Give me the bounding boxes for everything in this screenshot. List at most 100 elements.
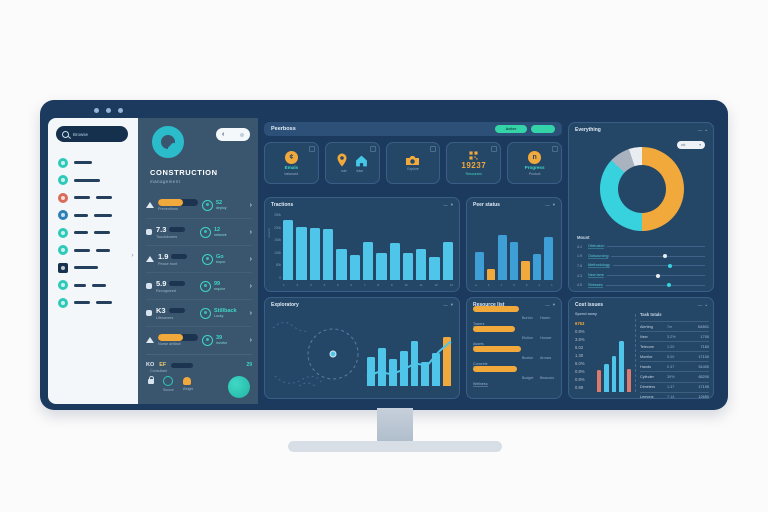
bar <box>377 348 386 386</box>
bar <box>486 268 496 280</box>
table-header: Task totals <box>640 312 662 317</box>
chevron-right-icon[interactable]: › <box>249 201 252 209</box>
resource-row[interactable]: Towers Burton Haven <box>467 306 561 328</box>
panel-title: Exploratory <box>271 302 299 308</box>
exploratory-chart-panel: Exploratory — ▾ · · · · · · · · <box>264 297 460 399</box>
minimize-icon[interactable]: — <box>697 127 703 133</box>
collapse-toggle[interactable]: ‹ <box>216 128 250 141</box>
legend-row: 7.6 Methodology <box>577 261 705 271</box>
dock-source[interactable]: Source <box>163 376 174 392</box>
sidebar-item-1[interactable] <box>58 154 130 172</box>
secondary-action-button[interactable] <box>531 125 555 133</box>
bar <box>544 236 554 280</box>
kpi-card-explore[interactable]: Explore <box>385 142 441 184</box>
bar <box>611 356 617 392</box>
slider-dot[interactable] <box>662 254 667 259</box>
kpi-row: ¢ Emals balanced sub futur Explore <box>264 142 562 184</box>
minimize-icon[interactable]: — <box>443 202 448 208</box>
chevron-right-icon[interactable]: › <box>249 228 252 236</box>
lock-icon <box>146 310 152 316</box>
dropdown-icon[interactable]: ▾ <box>552 202 555 207</box>
qr-icon <box>469 150 478 160</box>
usage-bar <box>473 326 515 332</box>
lock-icon[interactable] <box>148 376 154 384</box>
sidebar-item-6[interactable] <box>58 242 130 260</box>
badge-ko: KO <box>146 362 155 368</box>
table-row: Alerting 7m N4501 <box>640 321 709 331</box>
dropdown-icon[interactable]: ▾ <box>450 202 453 207</box>
numbers-column-header: Spend away <box>575 312 597 316</box>
bar <box>626 368 632 392</box>
kpi-card-funds[interactable]: ¢ Emals balanced <box>264 142 319 184</box>
sidebar-item-5[interactable] <box>58 224 130 242</box>
sidebar-collapse-handle[interactable]: › <box>126 246 139 266</box>
sidebar-item-2[interactable] <box>58 172 130 190</box>
bell-icon <box>146 256 154 262</box>
table-row: Monitor 5.00 17100 <box>640 351 709 361</box>
bar <box>416 248 427 280</box>
cloud-icon <box>202 199 213 211</box>
stat-row[interactable]: K3 Lifesavers Stillback Lucky › <box>146 300 252 327</box>
chevron-right-icon: › <box>131 253 134 259</box>
dropdown-icon[interactable]: ▾ <box>450 302 453 307</box>
stat-row[interactable]: Preventions 52 deploy › <box>146 192 252 219</box>
main-content: Peerboss Active ¢ Emals balanced sub futu… <box>258 118 722 404</box>
sidebar-item-4[interactable] <box>58 207 130 225</box>
kpi-card-locations[interactable]: sub futur <box>324 142 380 184</box>
bar <box>475 252 484 280</box>
totals-table: Task totals Alerting 7m N4501 New 3.2% 1700 … <box>640 312 709 402</box>
stat-row[interactable]: 1.9 Peace hunt Go torpor › <box>146 246 252 273</box>
chevron-right-icon[interactable]: › <box>249 309 252 317</box>
sidebar-item-7[interactable] <box>58 259 130 277</box>
usage-bar <box>473 366 517 372</box>
warning-icon <box>146 202 154 208</box>
chevron-right-icon[interactable]: › <box>249 282 252 290</box>
bar <box>429 256 440 280</box>
minimize-icon[interactable]: — <box>697 302 703 308</box>
resource-row[interactable]: Concrete Buxton Arrows <box>467 346 561 368</box>
slider-dot[interactable] <box>668 263 673 268</box>
check-icon <box>58 227 68 238</box>
stats-footer-row[interactable]: KO EF Consultant 29 <box>146 354 252 375</box>
menu-icon[interactable]: • <box>705 302 707 308</box>
resource-row[interactable]: Wellness Budget Beacons <box>467 366 561 388</box>
stat-row[interactable]: 5.9 Recognized 99 require › <box>146 273 252 300</box>
dock-weight[interactable]: Weight <box>182 376 193 391</box>
menu-icon[interactable]: • <box>705 127 707 133</box>
numbers-column: 6763 0.9% 3.8% 6.02 1.30 6.0% 0.8% 0.9% 0.89 <box>575 321 585 390</box>
bar <box>376 252 387 280</box>
dropdown-icon[interactable]: ▾ <box>552 302 555 307</box>
minimize-icon[interactable]: — <box>545 302 550 308</box>
minimize-icon[interactable]: — <box>443 302 448 308</box>
slider-dot[interactable] <box>655 273 660 278</box>
user-avatar[interactable] <box>228 376 250 398</box>
sidebar-item-9[interactable] <box>58 294 130 312</box>
monitor-stand-base <box>288 441 502 452</box>
alert-icon <box>58 192 68 203</box>
panel-title: Cost issues <box>575 302 604 308</box>
primary-action-button[interactable]: Active <box>495 125 527 133</box>
resource-row[interactable]: Assets Elution Hoover <box>467 326 561 348</box>
donut-legend: Mount 4.1 Obtrusion 1.9 Outsourcing 7.6 Met… <box>577 235 705 290</box>
chevron-right-icon[interactable]: › <box>249 255 252 263</box>
panel-title: Resource list <box>473 302 505 308</box>
search-input[interactable]: Browse <box>56 126 128 142</box>
sidebar-item-3[interactable] <box>58 189 130 207</box>
bar <box>532 253 542 280</box>
minimize-icon[interactable]: — <box>545 202 550 208</box>
table-row: Hands 0.37 51400 <box>640 361 709 371</box>
chat-icon <box>58 157 68 168</box>
slider-dot[interactable] <box>667 283 672 288</box>
kpi-card-progress[interactable]: n Progress Product <box>507 142 562 184</box>
monitor-stand-neck <box>377 408 413 444</box>
period-select[interactable]: wk ▾ <box>677 141 705 149</box>
stat-row[interactable]: 7.3 Touchdowns 12 network › <box>146 219 252 246</box>
expand-icon <box>369 146 376 152</box>
usage-bar <box>473 346 521 352</box>
sidebar-item-8[interactable] <box>58 277 130 295</box>
kpi-card-resources[interactable]: 19237 Resources <box>446 142 502 184</box>
stat-row[interactable]: Nurse artifact 39 involve › <box>146 327 252 353</box>
camera-icon <box>406 155 420 165</box>
chevron-right-icon[interactable]: › <box>249 336 252 344</box>
bar <box>388 358 397 386</box>
